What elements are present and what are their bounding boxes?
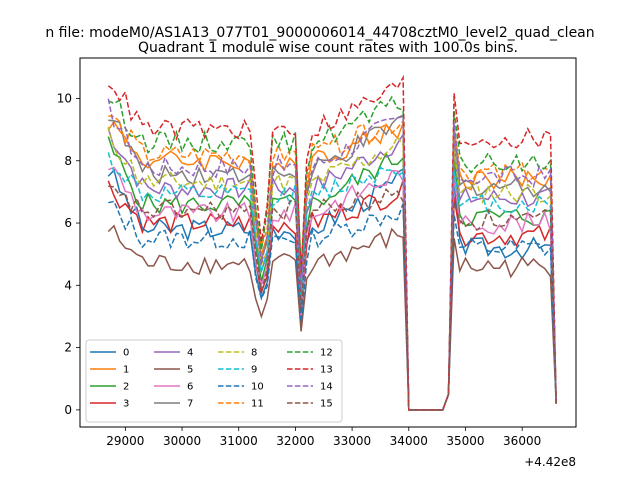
series-line-12 <box>108 95 557 411</box>
x-offset-label: +4.42e8 <box>524 455 576 469</box>
legend-label-0: 0 <box>123 348 129 359</box>
series-line-5 <box>107 224 557 411</box>
legend-label-8: 8 <box>251 348 257 359</box>
y-tick-label: 2 <box>64 341 72 355</box>
x-tick-label: 36000 <box>503 434 541 448</box>
legend-label-3: 3 <box>123 399 129 410</box>
series-line-9 <box>107 152 557 411</box>
y-tick-label: 6 <box>64 216 72 230</box>
y-tick-label: 8 <box>64 154 72 168</box>
legend-label-2: 2 <box>123 382 129 393</box>
series-line-7 <box>108 114 557 411</box>
series-line-0 <box>107 167 557 411</box>
series-line-14 <box>107 98 557 411</box>
x-tick-label: 34000 <box>390 434 428 448</box>
legend-label-11: 11 <box>251 399 264 410</box>
series-line-11 <box>108 115 557 411</box>
x-tick-label: 30000 <box>163 434 201 448</box>
x-tick-label: 29000 <box>106 434 144 448</box>
legend-label-4: 4 <box>187 348 193 359</box>
x-axis: 29000 30000 31000 32000 33000 34000 35000 36000 <box>106 427 541 448</box>
y-tick-label: 10 <box>57 91 72 105</box>
legend-label-9: 9 <box>251 365 257 376</box>
series-line-13 <box>107 74 557 411</box>
series-line-8 <box>107 126 557 411</box>
series-line-2 <box>107 136 557 411</box>
y-axis: 0 2 4 6 8 10 <box>57 91 80 417</box>
legend-box <box>85 339 343 423</box>
x-tick-label: 31000 <box>220 434 258 448</box>
series-line-10 <box>108 200 557 411</box>
legend-label-14: 14 <box>320 382 333 393</box>
y-tick-label: 4 <box>64 278 72 292</box>
series-line-15 <box>108 185 557 411</box>
legend-label-6: 6 <box>187 382 193 393</box>
legend-label-10: 10 <box>251 382 264 393</box>
legend-label-13: 13 <box>320 365 333 376</box>
x-tick-label: 35000 <box>446 434 484 448</box>
plot-frame <box>79 57 577 428</box>
y-tick-label: 0 <box>64 403 72 417</box>
x-tick-label: 33000 <box>333 434 371 448</box>
figure-suptitle: n file: modeM0/AS1A13_077T01_9000006014_… <box>45 25 594 41</box>
legend-label-7: 7 <box>187 399 193 410</box>
series-layer <box>107 74 557 411</box>
legend-label-15: 15 <box>320 399 333 410</box>
x-tick-label: 32000 <box>276 434 314 448</box>
series-line-6 <box>108 166 557 411</box>
chart-title: Quadrant 1 module wise count rates with … <box>138 40 518 56</box>
legend-label-12: 12 <box>320 348 333 359</box>
legend-label-5: 5 <box>187 365 193 376</box>
legend-label-1: 1 <box>123 365 129 376</box>
